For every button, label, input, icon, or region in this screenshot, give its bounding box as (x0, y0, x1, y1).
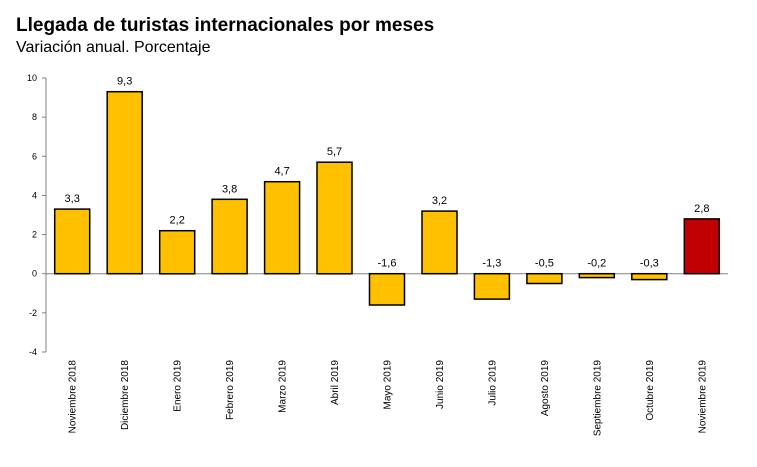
category-label: Diciembre 2018 (120, 360, 131, 430)
bar (578, 272, 616, 279)
data-label: 3,3 (65, 193, 80, 205)
bar (316, 161, 353, 275)
category-label: Julio 2019 (487, 360, 498, 406)
data-label: -0,2 (587, 258, 606, 270)
data-label: -0,3 (640, 258, 659, 270)
data-label: 9,3 (117, 76, 132, 88)
category-label: Noviembre 2019 (697, 360, 708, 434)
bar (683, 218, 721, 275)
bar (211, 198, 248, 275)
y-tick-label: 6 (32, 151, 37, 161)
category-label: Mayo 2019 (383, 360, 394, 410)
bar (526, 272, 563, 285)
category-label: Enero 2019 (173, 360, 184, 412)
category-label: Octubre 2019 (645, 360, 656, 421)
category-label: Abril 2019 (330, 360, 341, 405)
bar (106, 90, 143, 275)
chart-title: Llegada de turistas internacionales por … (16, 15, 435, 36)
category-label: Junio 2019 (435, 360, 446, 409)
chart-header: Llegada de turistas internacionales por … (16, 14, 736, 58)
data-label: 4,7 (274, 166, 289, 178)
y-tick-label: 4 (32, 190, 37, 200)
y-tick-label: 10 (27, 73, 37, 83)
bar (263, 180, 301, 275)
bar (158, 229, 196, 275)
category-label: Marzo 2019 (278, 360, 289, 413)
category-label: Noviembre 2018 (68, 360, 79, 434)
y-tick-label: -4 (29, 347, 37, 357)
bar (631, 272, 668, 281)
data-label: 2,2 (170, 215, 185, 227)
data-label: 5,7 (327, 146, 342, 158)
bar (368, 272, 406, 306)
y-tick-label: 8 (32, 112, 37, 122)
data-label: -1,6 (378, 258, 397, 270)
y-tick-label: 2 (32, 230, 37, 240)
y-tick-label: -2 (29, 308, 37, 318)
chart-subtitle: Variación anual. Porcentaje (16, 39, 211, 56)
category-label: Febrero 2019 (225, 360, 236, 420)
data-label: -0,5 (535, 258, 554, 270)
bars (53, 90, 721, 306)
bar (473, 272, 511, 300)
data-labels: 3,3 9,3 2,2 3,8 4,7 5,7 -1,6 3,2 -1,3 -0,5 -0,2 -0,… (65, 76, 710, 270)
y-tick-label: 0 (32, 269, 37, 279)
data-label: 3,8 (222, 183, 237, 195)
data-label: 3,2 (432, 195, 447, 207)
bar (53, 208, 91, 275)
data-label: 2,8 (694, 203, 709, 215)
category-label: Agosto 2019 (540, 360, 551, 417)
category-label: Septiembre 2019 (592, 360, 603, 437)
bar (421, 210, 458, 275)
data-label: -1,3 (482, 258, 501, 270)
x-axis-labels: Noviembre 2018 Diciembre 2018 Enero 2019 Fe… (68, 360, 709, 437)
